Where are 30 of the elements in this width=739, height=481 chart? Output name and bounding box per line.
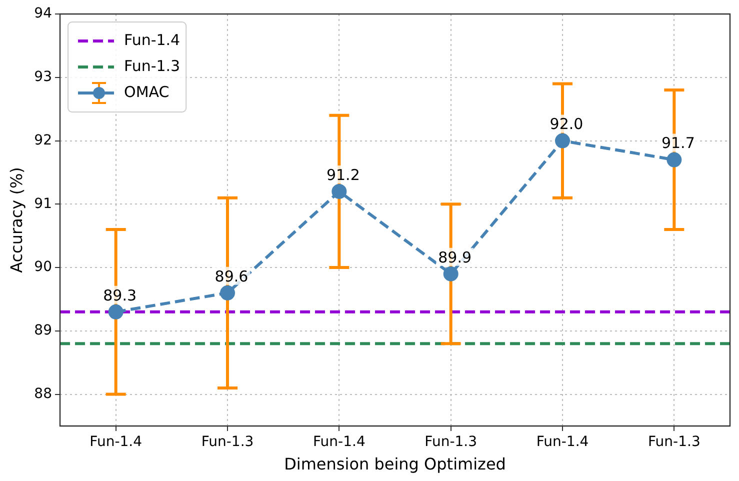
y-tick-label: 92 (34, 132, 52, 148)
y-axis-title: Accuracy (%) (6, 167, 26, 273)
point (666, 152, 682, 168)
point (443, 266, 458, 282)
y-tick-label: 88 (34, 386, 52, 402)
data-label: 92.0 (550, 115, 584, 134)
point (332, 184, 347, 199)
point (108, 304, 124, 320)
y-tick-label: 90 (34, 259, 52, 276)
x-tick-label: Fun-1.3 (648, 434, 700, 450)
point (555, 133, 570, 148)
y-tick-label: 91 (34, 196, 52, 212)
legend-label: OMAC (124, 82, 170, 101)
data-label: 91.2 (326, 166, 360, 184)
x-tick-label: Fun-1.3 (424, 434, 478, 450)
x-axis-title: Dimension being Optimized (284, 454, 506, 474)
legend-label: Fun-1.3 (124, 56, 180, 75)
y-tick-label: 89 (34, 322, 52, 339)
data-label: 91.7 (661, 134, 695, 152)
data-label: 89.9 (438, 248, 472, 266)
legend-label: Fun-1.4 (124, 30, 180, 49)
x-tick-label: Fun-1.4 (536, 434, 589, 450)
data-label: 89.6 (214, 267, 248, 286)
point (220, 285, 236, 300)
y-tick-label: 94 (34, 6, 52, 22)
data-label: 89.3 (103, 286, 137, 304)
y-tick-label: 93 (34, 69, 52, 86)
x-tick-label: Fun-1.4 (90, 434, 142, 450)
x-tick-label: Fun-1.3 (201, 434, 254, 450)
x-tick-label: Fun-1.4 (312, 434, 366, 450)
